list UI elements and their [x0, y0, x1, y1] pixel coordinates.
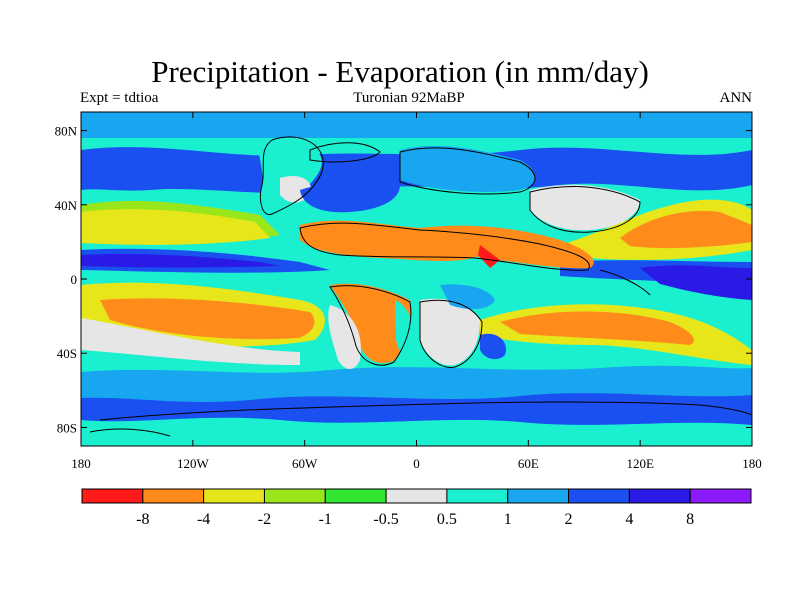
lon-tick-label: 60W	[292, 456, 318, 471]
lon-tick-label: 0	[413, 456, 420, 471]
colorbar-swatch	[568, 488, 630, 504]
colorbar-label: -2	[258, 511, 271, 528]
season-label: ANN	[719, 90, 753, 106]
colorbar: -8 -4 -2 -1 -0.5 0.5 1 2 4 8	[81, 488, 752, 528]
colorbar-label: 2	[565, 511, 573, 528]
lat-tick-label: 40N	[55, 198, 78, 213]
colorbar-label: 8	[686, 511, 694, 528]
lon-tick-label: 60E	[518, 456, 539, 471]
precip-evap-field	[81, 112, 752, 446]
colorbar-swatch	[385, 488, 448, 504]
colorbar-label: -1	[319, 511, 332, 528]
colorbar-swatch	[324, 488, 387, 504]
lat-tick-label: 40S	[57, 346, 77, 361]
colorbar-label: 0.5	[437, 511, 457, 528]
colorbar-swatch	[689, 488, 752, 504]
latitude-axis: 80N 40N 0 40S 80S	[55, 124, 752, 435]
colorbar-label: -4	[197, 511, 210, 528]
colorbar-swatch	[507, 488, 570, 504]
experiment-label: Expt = tdtioa	[80, 90, 159, 106]
lat-tick-label: 80N	[55, 124, 78, 139]
page-title: Precipitation - Evaporation (in mm/day)	[151, 54, 649, 89]
longitude-axis: 180 120W 60W 0 60E 120E 180	[71, 112, 762, 471]
colorbar-swatch	[446, 488, 509, 504]
colorbar-swatch	[263, 488, 326, 504]
colorbar-swatch	[142, 488, 205, 504]
lon-tick-label: 120W	[177, 456, 210, 471]
lon-tick-label: 120E	[626, 456, 654, 471]
colorbar-label: -8	[136, 511, 149, 528]
colorbar-swatch	[628, 488, 691, 504]
colorbar-label: -0.5	[373, 511, 398, 528]
lat-tick-label: 80S	[57, 420, 77, 435]
colorbar-label: 4	[625, 511, 633, 528]
colorbar-label: 1	[504, 511, 512, 528]
colorbar-swatch	[203, 488, 265, 504]
lon-tick-label: 180	[742, 456, 762, 471]
colorbar-swatch	[81, 488, 144, 504]
lat-tick-label: 0	[71, 272, 78, 287]
lon-tick-label: 180	[71, 456, 91, 471]
period-label: Turonian 92MaBP	[353, 90, 465, 106]
coastlines	[89, 136, 752, 437]
